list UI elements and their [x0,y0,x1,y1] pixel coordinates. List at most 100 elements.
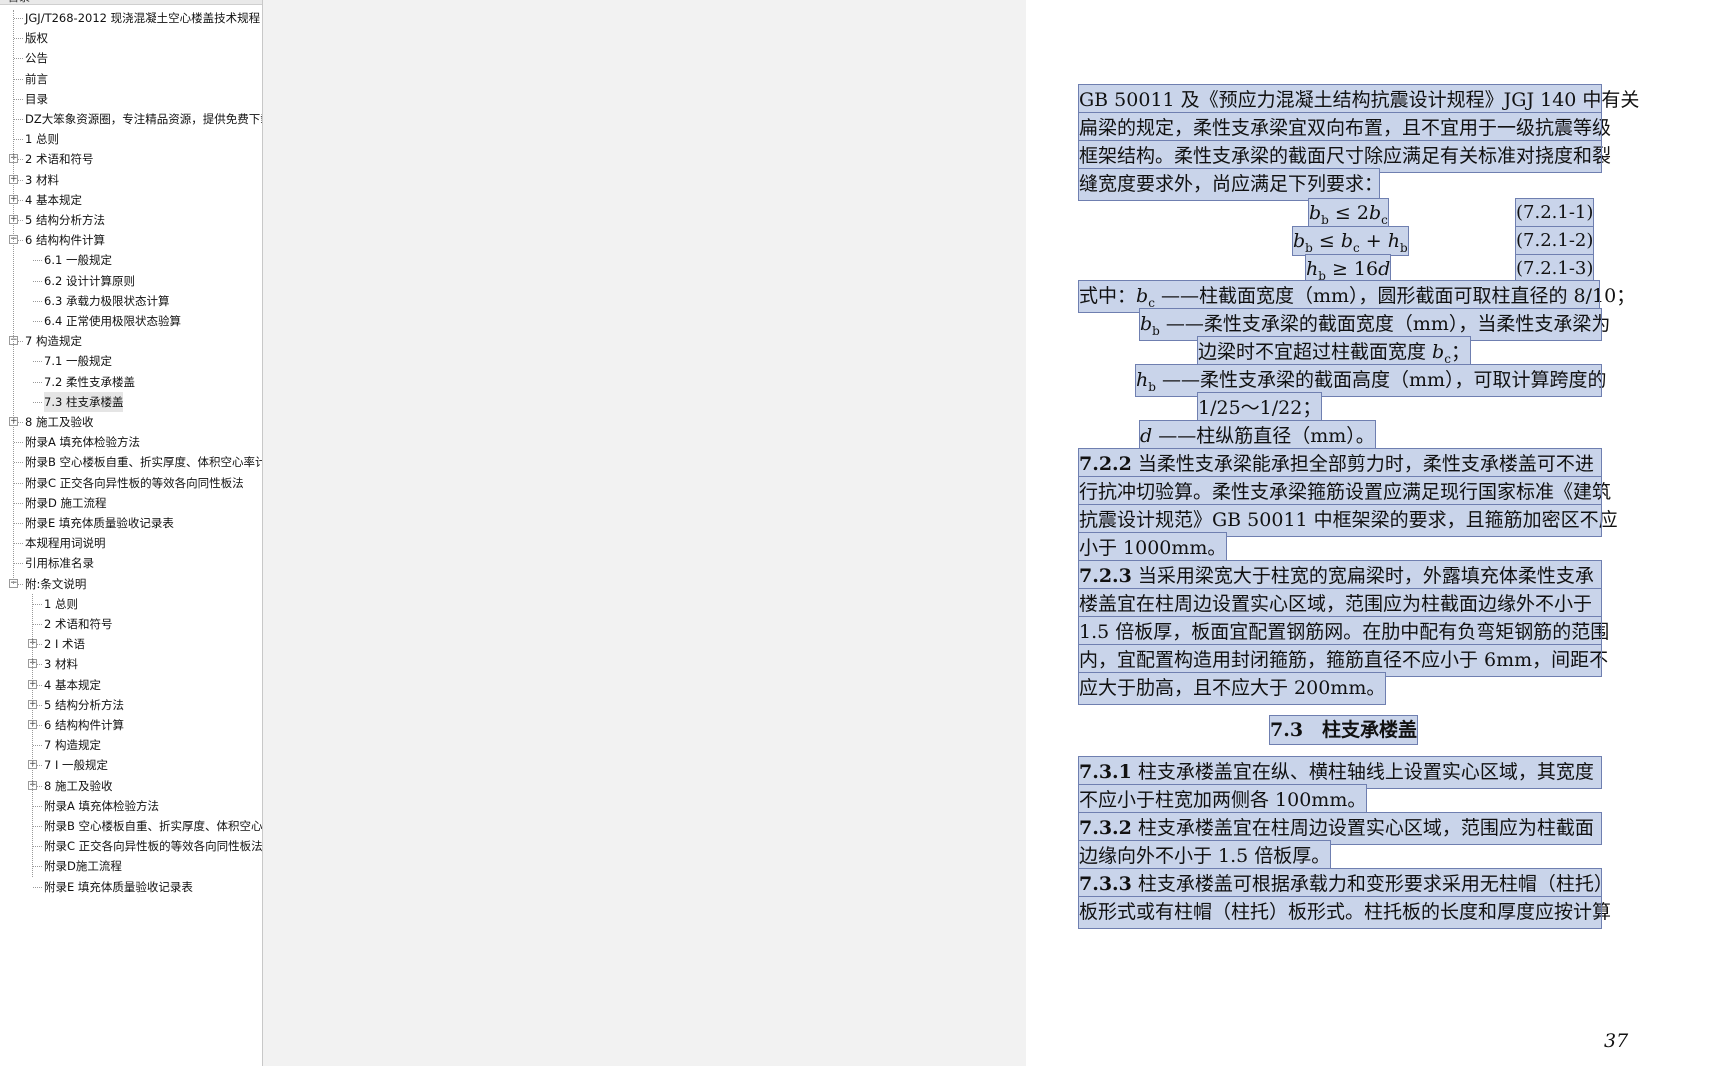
toc-item[interactable]: +4 基本规定 [0,190,262,210]
toc-item[interactable]: 目录 [0,89,262,109]
tree-connector [33,684,42,686]
where-d-text: ——柱纵筋直径（mm）。 [1152,425,1375,447]
toc-item-label: 7.2 柔性支承楼盖 [44,374,135,389]
tree-connector [14,502,23,504]
document-page: GB 50011 及《预应力混凝土结构抗震设计规程》JGJ 140 中有关 扁梁… [1026,0,1722,1066]
toc-item[interactable]: 附录E 填充体质量验收记录表 [0,877,262,897]
toc-item[interactable]: 6.4 正常使用极限状态验算 [0,311,262,331]
toc-item-label: 2 术语和符号 [44,617,113,631]
equation-number-1: (7.2.1-1) [1514,198,1595,228]
toc-item[interactable]: 1 总则 [0,594,262,614]
tree-connector [33,846,42,848]
toc-sidebar: 目录 × JGJ/T268-2012 现浇混凝土空心楼盖技术规程版权公告前言目录… [0,0,263,1066]
toc-item-label: 6.1 一般规定 [44,253,112,268]
toc-item[interactable]: +3 材料 [0,654,262,674]
toc-item[interactable]: +3 材料 [0,170,262,190]
toc-item-label: 7.3 柱支承楼盖 [44,391,124,412]
tree-connector [33,785,42,787]
text-line: 抗震设计规范》GB 50011 中框架梁的要求，且箍筋加密区不应 [1078,504,1618,537]
tree-connector [14,119,23,120]
toc-header-label: 目录 [8,0,30,4]
toc-item-label: 2 I 术语 [44,637,86,652]
toc-item[interactable]: 附录C 正交各向异性板的等效各向同性板法 [0,473,262,493]
toc-item-label: 3 材料 [25,172,59,187]
tree-connector [33,300,42,302]
toc-item[interactable]: DZ大笨象资源圈，专注精品资源，提供免费下载 [0,109,262,129]
tree-connector [33,826,42,827]
toc-item-label: 3 材料 [44,657,78,672]
tree-connector [33,603,42,605]
tree-guide-line [32,593,33,877]
toc-item-label: 7 I 一般规定 [44,758,109,773]
toc-item-label: 5 结构分析方法 [44,697,124,712]
clause-text: 柱支承楼盖宜在纵、横柱轴线上设置实心区域，其宽度 [1131,761,1594,783]
where-bb-line: bb ——柔性支承梁的截面宽度（mm），当柔性支承梁为 [1139,308,1610,341]
toc-item[interactable]: 附录D施工流程 [0,856,262,876]
tree-connector [14,462,23,464]
toc-item-label: 6.4 正常使用极限状态验算 [44,314,181,328]
toc-item[interactable]: +2 I 术语 [0,634,262,654]
toc-item[interactable]: +8 施工及验收 [0,776,262,796]
text-line: 楼盖宜在柱周边设置实心区域，范围应为柱截面边缘外不小于 [1078,588,1602,621]
tree-connector [14,543,23,545]
toc-item[interactable]: 6.3 承载力极限状态计算 [0,291,262,311]
toc-item[interactable]: −7 构造规定 [0,331,262,351]
clause-number: 7.2.2 [1079,453,1132,475]
toc-item[interactable]: 6.1 一般规定 [0,250,262,270]
toc-item[interactable]: 引用标准名录 [0,553,262,573]
clause-text: 当采用梁宽大于柱宽的宽扁梁时，外露填充体柔性支承 [1131,565,1594,587]
toc-item[interactable]: 6.2 设计计算原则 [0,271,262,291]
toc-item[interactable]: 7.2 柔性支承楼盖 [0,372,262,392]
toc-item[interactable]: +2 术语和符号 [0,149,262,169]
document-viewer[interactable]: GB 50011 及《预应力混凝土结构抗震设计规程》JGJ 140 中有关 扁梁… [263,0,1722,1066]
toc-item[interactable]: 附录A 填充体检验方法 [0,432,262,452]
toc-item-label: 版权 [25,31,48,46]
clause-text: 柱支承楼盖宜在柱周边设置实心区域，范围应为柱截面 [1131,817,1594,839]
toc-item[interactable]: +7 I 一般规定 [0,755,262,775]
where-bc-text: ——柱截面宽度（mm），圆形截面可取柱直径的 8/10； [1154,285,1636,307]
toc-item[interactable]: 本规程用词说明 [0,533,262,553]
section-heading: 7.3 柱支承楼盖 [1268,715,1419,745]
tree-connector [14,98,23,100]
toc-item-label: 附录C 正交各向异性板的等效各向同性板法 [44,839,263,854]
tree-connector [33,765,42,767]
toc-item[interactable]: 7.1 一般规定 [0,351,262,371]
toc-item[interactable]: 附录B 空心楼板自重、折实厚度、体积空心率计算 [0,452,262,472]
toc-item[interactable]: 7.3 柱支承楼盖 [0,391,262,412]
toc-item[interactable]: 公告 [0,48,262,68]
toc-item[interactable]: JGJ/T268-2012 现浇混凝土空心楼盖技术规程 [0,8,262,28]
toc-item[interactable]: +5 结构分析方法 [0,695,262,715]
page-number: 37 [1604,1030,1629,1052]
tree-connector [14,78,23,80]
toc-item[interactable]: +8 施工及验收 [0,412,262,432]
toc-item[interactable]: +4 基本规定 [0,675,262,695]
where-bc-line: 式中：bc ——柱截面宽度（mm），圆形截面可取柱直径的 8/10； [1078,280,1635,313]
toc-item[interactable]: 7 构造规定 [0,735,262,755]
text-line: 应大于肋高，且不应大于 200mm。 [1077,672,1387,705]
toc-item[interactable]: 2 术语和符号 [0,614,262,634]
where-d-symbol: d [1140,425,1153,447]
toc-item[interactable]: +6 结构构件计算 [0,715,262,735]
equation-2: bb ≤ bc + hb [1292,226,1409,256]
toc-item[interactable]: +5 结构分析方法 [0,210,262,230]
tree-connector [33,280,42,282]
toc-item[interactable]: 附录A 填充体检验方法 [0,796,262,816]
where-bb-text: ——柔性支承梁的截面宽度（mm），当柔性支承梁为 [1159,313,1611,335]
toc-item-label: 附录A 填充体检验方法 [25,435,141,450]
toc-item-label: 本规程用词说明 [25,536,106,551]
text-line: 边缘向外不小于 1.5 倍板厚。 [1077,840,1332,873]
toc-item[interactable]: 版权 [0,28,262,48]
toc-item[interactable]: −6 结构构件计算 [0,230,262,250]
close-icon[interactable]: × [248,0,256,4]
toc-item-label: 6.3 承载力极限状态计算 [44,293,170,308]
toc-item[interactable]: 前言 [0,69,262,89]
text-line: 小于 1000mm。 [1077,532,1228,565]
toc-item[interactable]: 附录D 施工流程 [0,493,262,513]
tree-connector [14,240,23,242]
toc-item[interactable]: 附录C 正交各向异性板的等效各向同性板法 [0,836,262,856]
toc-item[interactable]: − 附:条文说明 [0,574,262,594]
toc-item[interactable]: 1 总则 [0,129,262,149]
tree-connector [33,886,42,888]
toc-item[interactable]: 附录B 空心楼板自重、折实厚度、体积空心率计算 [0,816,262,836]
toc-item[interactable]: 附录E 填充体质量验收记录表 [0,513,262,533]
